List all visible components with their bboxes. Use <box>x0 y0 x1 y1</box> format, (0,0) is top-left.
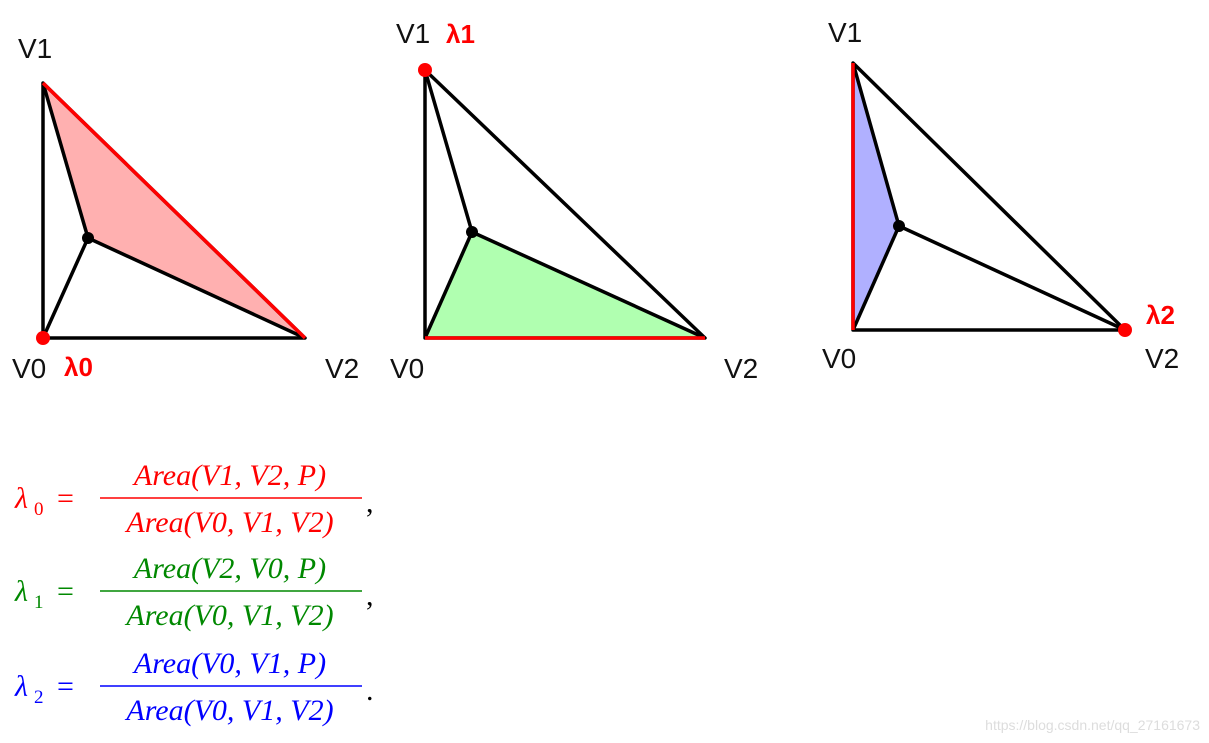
diagram-1 <box>36 81 307 345</box>
equals: = <box>57 670 74 703</box>
lambda-label: λ1 <box>446 19 475 49</box>
denominator: Area(V0, V1, V2) <box>124 599 333 632</box>
diagram-2 <box>418 63 707 340</box>
edge <box>423 69 474 233</box>
denominator: Area(V0, V1, V2) <box>124 694 333 727</box>
edge <box>41 82 90 239</box>
punctuation: , <box>366 486 374 519</box>
diagram-3 <box>851 61 1132 337</box>
edge <box>851 62 901 227</box>
equals: = <box>57 482 74 515</box>
denominator: Area(V0, V1, V2) <box>124 506 333 539</box>
point-p <box>82 232 94 244</box>
numerator: Area(V1, V2, P) <box>132 459 326 492</box>
numerator: Area(V0, V1, P) <box>132 647 326 680</box>
point-p <box>893 220 905 232</box>
formulas: λ 0 =Area(V1, V2, P)Area(V0, V1, V2),λ 1 =Ar… <box>14 459 374 727</box>
vertex-label: V1 <box>828 17 862 48</box>
vertex-label: V0 <box>822 343 856 374</box>
equals: = <box>57 575 74 608</box>
edge <box>851 225 901 331</box>
lambda-label: λ0 <box>64 352 93 382</box>
vertex-label: V0 <box>390 353 424 384</box>
area-fill <box>425 232 705 338</box>
subscript: 0 <box>34 499 44 520</box>
subscript: 1 <box>34 592 44 613</box>
edge <box>41 237 90 339</box>
highlight-edge <box>41 81 307 340</box>
vertex-label: V1 <box>396 18 430 49</box>
watermark: https://blog.csdn.net/qq_27161673 <box>985 717 1200 733</box>
vertex-label: V2 <box>325 353 359 384</box>
edge <box>87 236 306 340</box>
area-fill <box>853 63 899 330</box>
numerator: Area(V2, V0, P) <box>132 552 326 585</box>
vertex-label: V1 <box>18 33 52 64</box>
vertex-label: V0 <box>12 353 46 384</box>
vertex-label: V2 <box>724 353 758 384</box>
punctuation: . <box>366 674 374 707</box>
punctuation: , <box>366 579 374 612</box>
vertex-dot <box>418 63 432 77</box>
symbol: λ <box>14 670 28 703</box>
vertex-label: V2 <box>1145 343 1179 374</box>
vertex-dot <box>36 331 50 345</box>
edge <box>471 230 706 340</box>
edge <box>898 224 1126 332</box>
point-p <box>466 226 478 238</box>
symbol: λ <box>14 575 28 608</box>
edge <box>423 231 474 339</box>
subscript: 2 <box>34 687 44 708</box>
triangle <box>851 61 1127 332</box>
vertex-dot <box>1118 323 1132 337</box>
lambda-label: λ2 <box>1146 300 1175 330</box>
symbol: λ <box>14 482 28 515</box>
